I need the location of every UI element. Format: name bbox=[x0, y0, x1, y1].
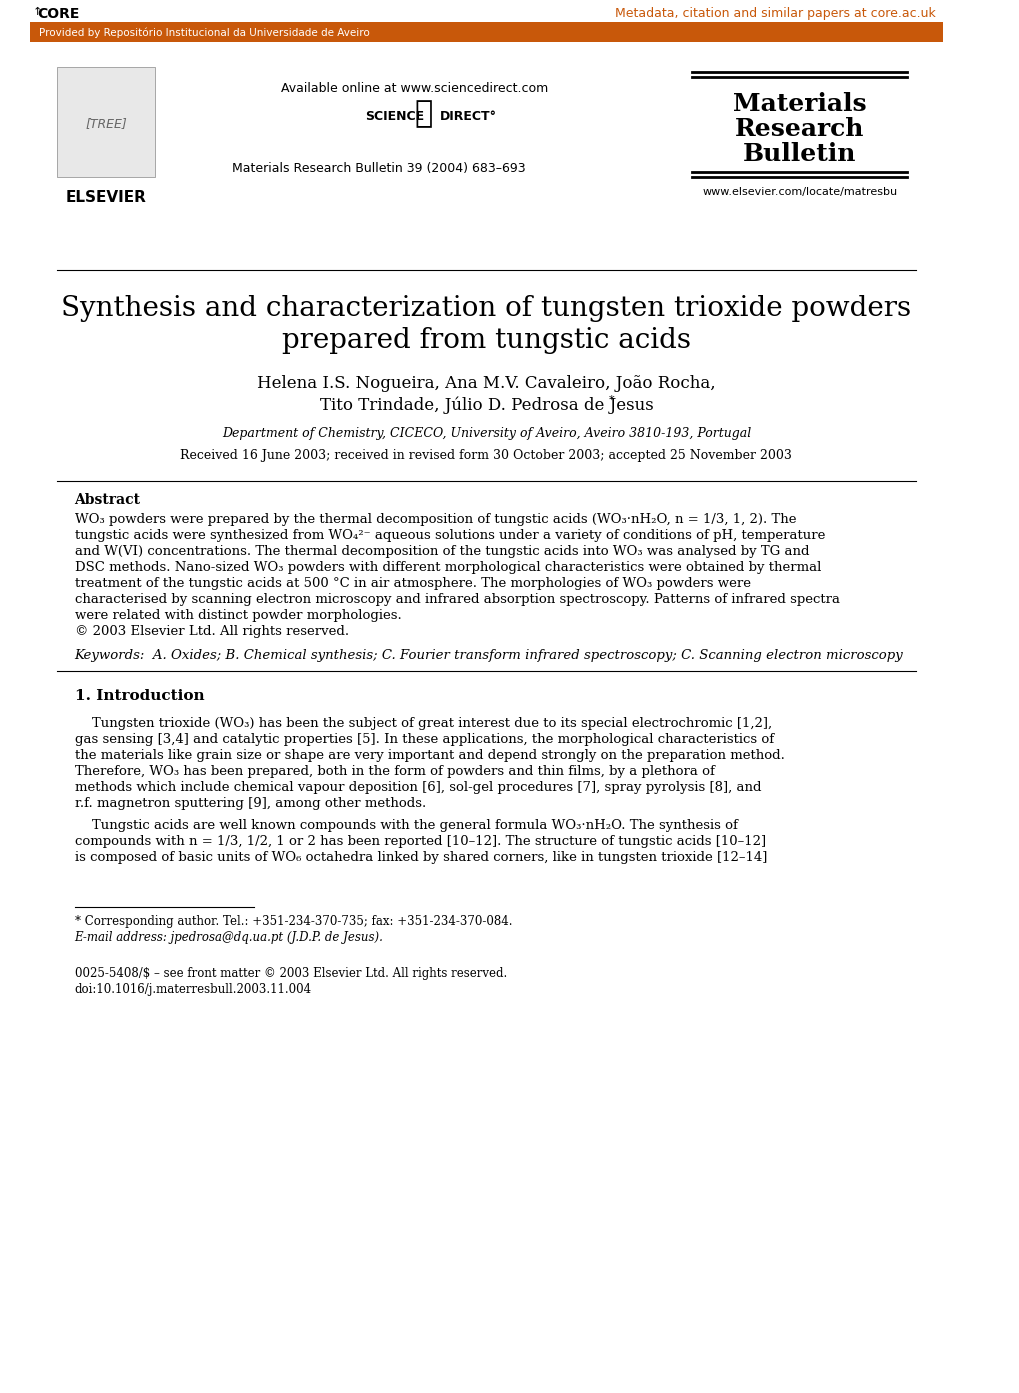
Text: Tito Trindade, Júlio D. Pedrosa de Jesus: Tito Trindade, Júlio D. Pedrosa de Jesus bbox=[319, 397, 652, 415]
Text: ⓐ: ⓐ bbox=[414, 99, 432, 128]
Text: Materials: Materials bbox=[733, 92, 866, 116]
Text: © 2003 Elsevier Ltd. All rights reserved.: © 2003 Elsevier Ltd. All rights reserved… bbox=[74, 625, 348, 638]
Text: 0025-5408/$ – see front matter © 2003 Elsevier Ltd. All rights reserved.: 0025-5408/$ – see front matter © 2003 El… bbox=[74, 967, 506, 981]
Text: ELSEVIER: ELSEVIER bbox=[65, 189, 146, 205]
Text: tungstic acids were synthesized from WO₄²⁻ aqueous solutions under a variety of : tungstic acids were synthesized from WO₄… bbox=[74, 529, 824, 542]
Text: [TREE]: [TREE] bbox=[85, 117, 126, 131]
Text: Metadata, citation and similar papers at core.ac.uk: Metadata, citation and similar papers at… bbox=[614, 7, 934, 21]
Text: Synthesis and characterization of tungsten trioxide powders: Synthesis and characterization of tungst… bbox=[61, 295, 911, 322]
Text: prepared from tungstic acids: prepared from tungstic acids bbox=[281, 327, 690, 354]
FancyBboxPatch shape bbox=[57, 67, 155, 177]
Text: DIRECT°: DIRECT° bbox=[439, 110, 496, 124]
Text: Tungsten trioxide (WO₃) has been the subject of great interest due to its specia: Tungsten trioxide (WO₃) has been the sub… bbox=[93, 717, 771, 730]
FancyBboxPatch shape bbox=[30, 22, 943, 42]
Text: treatment of the tungstic acids at 500 °C in air atmosphere. The morphologies of: treatment of the tungstic acids at 500 °… bbox=[74, 577, 750, 591]
Text: DSC methods. Nano-sized WO₃ powders with different morphological characteristics: DSC methods. Nano-sized WO₃ powders with… bbox=[74, 561, 820, 574]
Text: gas sensing [3,4] and catalytic properties [5]. In these applications, the morph: gas sensing [3,4] and catalytic properti… bbox=[74, 733, 773, 747]
Text: Therefore, WO₃ has been prepared, both in the form of powders and thin films, by: Therefore, WO₃ has been prepared, both i… bbox=[74, 765, 713, 779]
Text: Keywords:  A. Oxides; B. Chemical synthesis; C. Fourier transform infrared spect: Keywords: A. Oxides; B. Chemical synthes… bbox=[74, 649, 903, 662]
Text: *: * bbox=[608, 396, 614, 405]
Text: characterised by scanning electron microscopy and infrared absorption spectrosco: characterised by scanning electron micro… bbox=[74, 593, 839, 606]
Text: ↑: ↑ bbox=[33, 7, 42, 17]
Text: Available online at www.sciencedirect.com: Available online at www.sciencedirect.co… bbox=[281, 82, 548, 95]
Text: * Corresponding author. Tel.: +351-234-370-735; fax: +351-234-370-084.: * Corresponding author. Tel.: +351-234-3… bbox=[74, 915, 512, 928]
Text: CORE: CORE bbox=[37, 7, 79, 21]
Text: compounds with n = 1/3, 1/2, 1 or 2 has been reported [10–12]. The structure of : compounds with n = 1/3, 1/2, 1 or 2 has … bbox=[74, 834, 765, 848]
Text: methods which include chemical vapour deposition [6], sol-gel procedures [7], sp: methods which include chemical vapour de… bbox=[74, 781, 760, 794]
Text: WO₃ powders were prepared by the thermal decomposition of tungstic acids (WO₃·nH: WO₃ powders were prepared by the thermal… bbox=[74, 513, 795, 527]
Text: the materials like grain size or shape are very important and depend strongly on: the materials like grain size or shape a… bbox=[74, 749, 784, 762]
Text: SCIENCE: SCIENCE bbox=[365, 110, 424, 124]
Text: www.elsevier.com/locate/matresbu: www.elsevier.com/locate/matresbu bbox=[701, 187, 897, 196]
Text: and W(VI) concentrations. The thermal decomposition of the tungstic acids into W: and W(VI) concentrations. The thermal de… bbox=[74, 545, 808, 559]
Text: 1. Introduction: 1. Introduction bbox=[74, 690, 204, 703]
Text: Helena I.S. Nogueira, Ana M.V. Cavaleiro, João Rocha,: Helena I.S. Nogueira, Ana M.V. Cavaleiro… bbox=[257, 375, 715, 391]
Text: r.f. magnetron sputtering [9], among other methods.: r.f. magnetron sputtering [9], among oth… bbox=[74, 797, 425, 809]
Text: Provided by Repositório Institucional da Universidade de Aveiro: Provided by Repositório Institucional da… bbox=[39, 28, 369, 38]
Text: Department of Chemistry, CICECO, University of Aveiro, Aveiro 3810-193, Portugal: Department of Chemistry, CICECO, Univers… bbox=[221, 428, 750, 440]
Text: Research: Research bbox=[735, 117, 864, 141]
Text: doi:10.1016/j.materresbull.2003.11.004: doi:10.1016/j.materresbull.2003.11.004 bbox=[74, 983, 312, 996]
Text: Bulletin: Bulletin bbox=[742, 142, 856, 166]
Text: Abstract: Abstract bbox=[74, 493, 141, 507]
Text: is composed of basic units of WO₆ octahedra linked by shared corners, like in tu: is composed of basic units of WO₆ octahe… bbox=[74, 851, 766, 864]
Text: E-mail address: jpedrosa@dq.ua.pt (J.D.P. de Jesus).: E-mail address: jpedrosa@dq.ua.pt (J.D.P… bbox=[74, 931, 383, 944]
Text: were related with distinct powder morphologies.: were related with distinct powder morpho… bbox=[74, 609, 400, 623]
Text: Received 16 June 2003; received in revised form 30 October 2003; accepted 25 Nov: Received 16 June 2003; received in revis… bbox=[180, 449, 792, 462]
Text: Tungstic acids are well known compounds with the general formula WO₃·nH₂O. The s: Tungstic acids are well known compounds … bbox=[93, 819, 738, 832]
Text: Materials Research Bulletin 39 (2004) 683–693: Materials Research Bulletin 39 (2004) 68… bbox=[232, 162, 525, 176]
